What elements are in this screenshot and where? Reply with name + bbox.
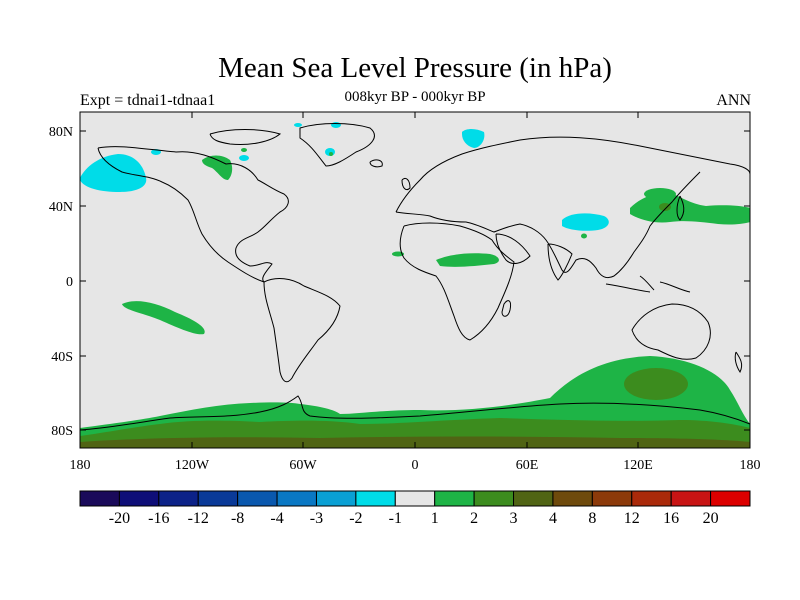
india-coast (547, 243, 573, 281)
lon-label: 180 (740, 458, 761, 473)
colorbar-swatch (552, 490, 593, 507)
colorbar-label: -20 (109, 510, 130, 527)
north-america-coast (97, 146, 289, 283)
lon-label: 60E (516, 458, 539, 473)
colorbar-label: 16 (663, 510, 679, 527)
page-title: Mean Sea Level Pressure (in hPa) (218, 52, 612, 84)
colorbar-label: -3 (310, 510, 323, 527)
colorbar-swatch (591, 490, 633, 507)
north-pacific-positive-region (630, 192, 750, 225)
colorbar-swatch (237, 490, 278, 507)
colorbar-swatch (631, 490, 672, 507)
japan-coast (676, 195, 685, 221)
greenland-coast (299, 123, 375, 167)
colorbar-label: 4 (549, 510, 557, 527)
colorbar-label: -16 (148, 510, 169, 527)
arctic-negative-3 (294, 123, 302, 127)
colorbar-swatch (158, 490, 199, 507)
australia-coast (631, 303, 711, 360)
indonesia-coast (605, 275, 691, 293)
colorbar-swatch (355, 490, 396, 507)
colorbar-label: -1 (389, 510, 402, 527)
lon-label: 0 (412, 458, 419, 473)
colorbar-swatch (79, 490, 120, 507)
africa-coast (399, 222, 515, 341)
lat-label: 40S (51, 350, 73, 365)
colorbar-labels: -20 -16 -12 -8 -4 -3 -2 -1 1 2 3 4 8 12 16 20 (109, 510, 719, 527)
map-subtitle: 008kyr BP - 000kyr BP (344, 89, 486, 105)
tibet-negative-region (562, 213, 609, 231)
colorbar-swatch (118, 490, 160, 507)
colorbar-label: 1 (431, 510, 439, 527)
uk-coast (401, 177, 411, 191)
arctic-negative-2 (331, 122, 341, 128)
alaska-negative-region (80, 154, 147, 192)
latitude-labels: 80N 40N 0 40S 80S (49, 125, 73, 439)
antarctica-coast (80, 395, 750, 431)
lat-label: 80N (49, 125, 73, 140)
longitude-labels: 180 120W 60W 0 60E 120E 180 (70, 458, 761, 473)
lon-label: 60W (289, 458, 317, 473)
colorbar-label: 8 (588, 510, 596, 527)
colorbar-swatch (315, 490, 357, 507)
korea-strong-region (659, 203, 671, 211)
sahel-positive-region (436, 253, 499, 267)
lon-label: 120W (175, 458, 210, 473)
lat-label: 40N (49, 200, 73, 215)
colorbar-label: 12 (624, 510, 640, 527)
canada-positive-region (202, 155, 233, 180)
south-america-coast (263, 278, 341, 383)
colorbar-swatch (473, 490, 515, 507)
madagascar-coast (501, 300, 511, 317)
arctic-islands-coast (209, 129, 282, 145)
colorbar-label: 2 (470, 510, 478, 527)
colorbar-swatch (276, 490, 317, 507)
arabia-coast (495, 233, 531, 264)
colorbar (79, 490, 751, 507)
colorbar-swatch (434, 490, 475, 507)
south-indian-ocean-strong-region (624, 368, 688, 400)
lon-label: 180 (70, 458, 91, 473)
colorbar-label: 3 (510, 510, 518, 527)
colorbar-swatch (513, 490, 554, 507)
lat-label: 80S (51, 424, 73, 439)
lat-label: 0 (66, 275, 73, 290)
arctic-negative-1 (239, 155, 249, 161)
experiment-label: Expt = tdnai1-tdnaa1 (80, 92, 216, 109)
eurasia-coast (395, 136, 750, 279)
colorbar-swatch (670, 490, 712, 507)
south-pacific-positive-region (122, 301, 205, 335)
colorbar-label: -12 (188, 510, 209, 527)
barents-negative-region (462, 129, 485, 148)
new-zealand-coast (734, 351, 743, 373)
west-africa-positive-region (392, 251, 404, 257)
colorbar-label: 20 (703, 510, 719, 527)
colorbar-swatch (394, 490, 436, 507)
iceland-coast (369, 159, 383, 168)
tibet-small-positive (581, 233, 587, 239)
colorbar-swatch (197, 490, 239, 507)
colorbar-label: -2 (349, 510, 362, 527)
greenland-positive (329, 152, 333, 156)
colorbar-label: -4 (270, 510, 283, 527)
season-label: ANN (716, 92, 751, 109)
axis-ticks (79, 112, 751, 448)
lon-label: 120E (623, 458, 653, 473)
colorbar-swatch (710, 490, 751, 507)
arctic-positive-small (241, 148, 247, 152)
colorbar-label: -8 (231, 510, 244, 527)
siberia-positive-region (644, 188, 676, 200)
coastlines (80, 123, 750, 431)
